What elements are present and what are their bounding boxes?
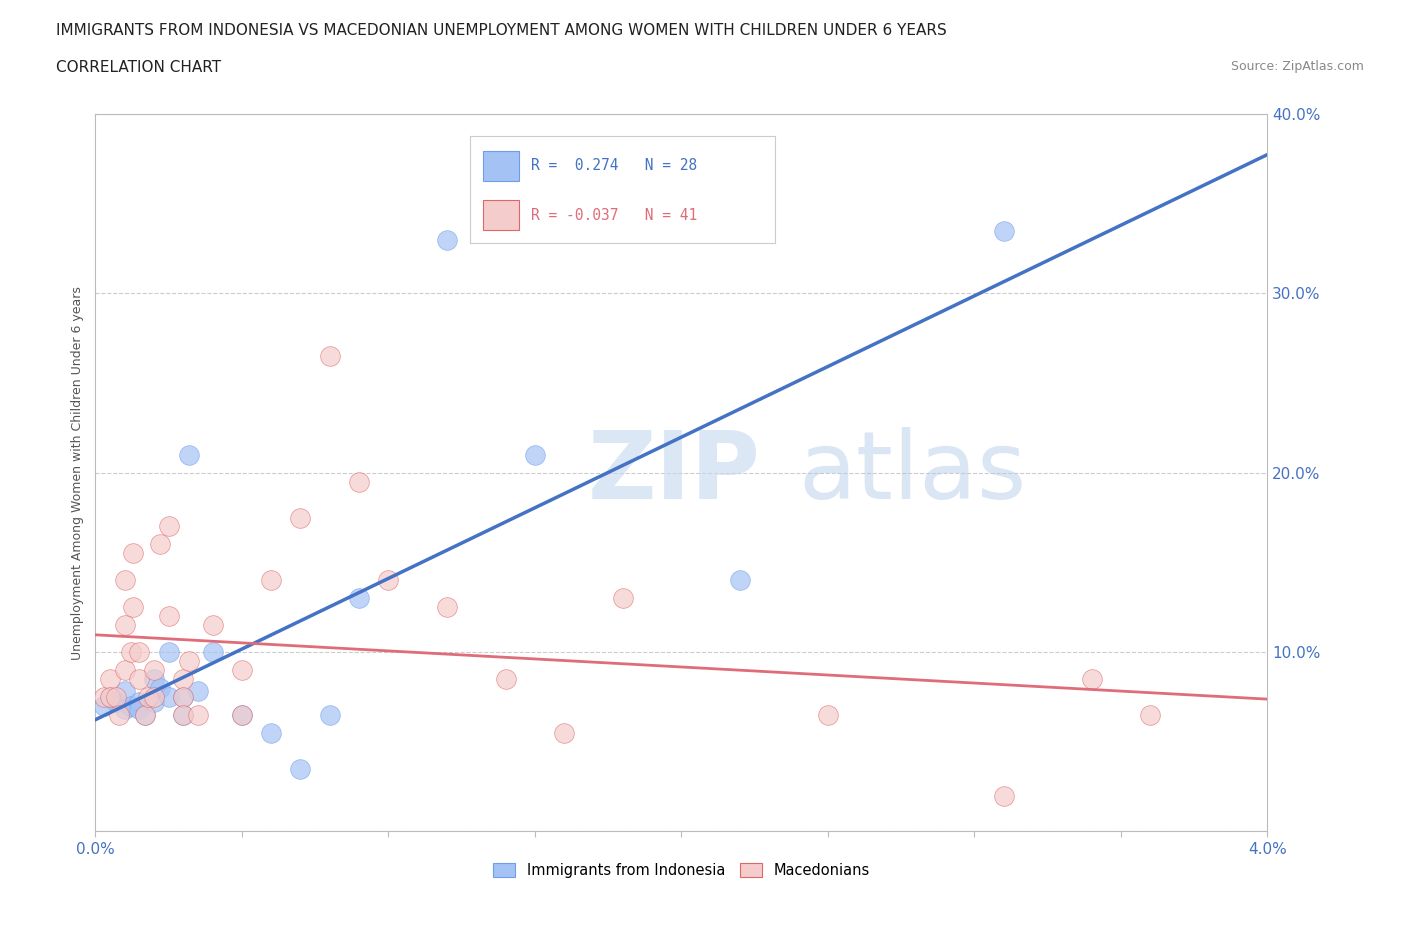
Point (201, 644, 224, 659)
Point (98, 689, 121, 704)
Text: IMMIGRANTS FROM INDONESIA VS MACEDONIAN UNEMPLOYMENT AMONG WOMEN WITH CHILDREN U: IMMIGRANTS FROM INDONESIA VS MACEDONIAN … (56, 23, 948, 38)
Point (553, 725, 575, 740)
Text: Source: ZipAtlas.com: Source: ZipAtlas.com (1230, 60, 1364, 73)
Point (93, 689, 115, 704)
Point (120, 698, 142, 713)
Point (290, 510, 312, 525)
Point (523, 447, 546, 462)
Point (817, 708, 839, 723)
Point (128, 702, 150, 717)
Text: CORRELATION CHART: CORRELATION CHART (56, 60, 221, 75)
Point (114, 702, 136, 717)
Point (157, 519, 180, 534)
Point (122, 600, 145, 615)
Point (122, 546, 145, 561)
Point (128, 644, 150, 659)
Point (993, 788, 1015, 803)
Point (128, 695, 150, 710)
Point (114, 662, 136, 677)
Legend: Immigrants from Indonesia, Macedonians: Immigrants from Indonesia, Macedonians (494, 862, 869, 878)
Point (319, 349, 342, 364)
Point (172, 708, 194, 723)
Point (1139, 708, 1161, 723)
Point (104, 689, 127, 704)
Point (231, 708, 253, 723)
Point (157, 689, 180, 704)
Point (149, 681, 172, 696)
Point (172, 708, 194, 723)
Point (1080, 671, 1102, 686)
Point (114, 684, 136, 699)
Point (179, 447, 201, 462)
Point (149, 537, 172, 551)
Point (728, 573, 751, 588)
Point (142, 671, 165, 686)
Point (172, 689, 194, 704)
Point (436, 600, 458, 615)
Point (436, 232, 458, 247)
Point (114, 573, 136, 588)
Point (347, 591, 370, 605)
Point (347, 474, 370, 489)
Point (172, 689, 194, 704)
Text: atlas: atlas (799, 427, 1026, 519)
Point (187, 708, 209, 723)
Point (187, 684, 209, 699)
Point (134, 708, 156, 723)
Point (201, 618, 224, 632)
Point (993, 223, 1015, 238)
Point (142, 662, 165, 677)
Point (260, 573, 283, 588)
Point (142, 689, 165, 704)
Point (172, 671, 194, 686)
Point (157, 609, 180, 624)
Point (612, 591, 634, 605)
Text: ZIP: ZIP (588, 427, 761, 519)
Point (98, 671, 121, 686)
Point (179, 654, 201, 669)
Point (128, 671, 150, 686)
Point (231, 662, 253, 677)
Point (93, 698, 115, 713)
Point (107, 708, 129, 723)
Y-axis label: Unemployment Among Women with Children Under 6 years: Unemployment Among Women with Children U… (72, 286, 84, 659)
Point (319, 708, 342, 723)
Point (142, 695, 165, 710)
Point (136, 689, 159, 704)
Point (377, 573, 399, 588)
Point (120, 644, 142, 659)
Point (114, 618, 136, 632)
Point (231, 708, 253, 723)
Point (495, 671, 517, 686)
Point (260, 725, 283, 740)
Point (104, 695, 127, 710)
Point (157, 644, 180, 659)
Point (98, 689, 121, 704)
Point (290, 761, 312, 776)
Point (134, 708, 156, 723)
